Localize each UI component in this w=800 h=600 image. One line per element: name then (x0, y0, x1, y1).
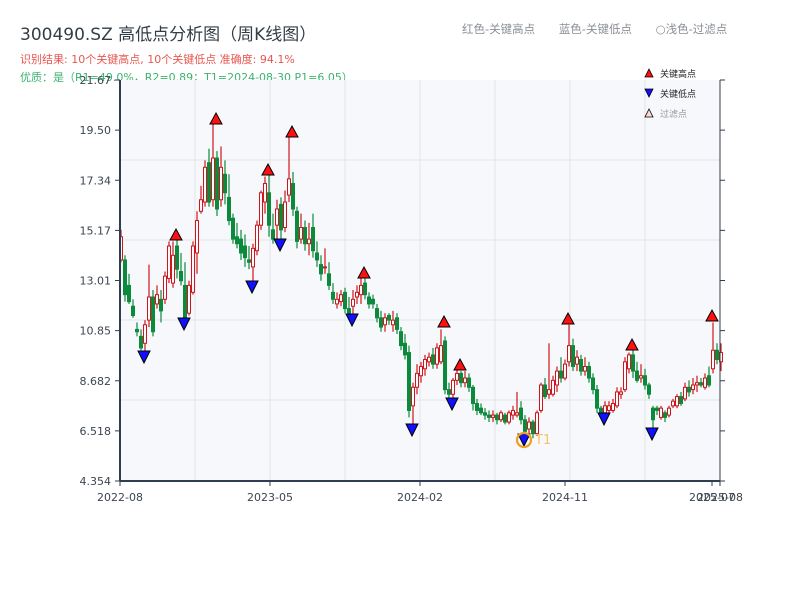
svg-text:2023-05: 2023-05 (247, 491, 293, 504)
svg-text:2025-08: 2025-08 (697, 491, 743, 504)
marker-legend-filtered: 过滤点 (644, 103, 696, 123)
svg-text:6.518: 6.518 (80, 425, 112, 438)
marker-legend-high: 关键高点 (644, 63, 696, 83)
red-up-triangle-icon (644, 68, 654, 78)
t1-annotation: T1 (515, 431, 551, 449)
svg-text:2024-11: 2024-11 (542, 491, 588, 504)
svg-text:13.01: 13.01 (80, 275, 112, 288)
svg-text:15.17: 15.17 (80, 224, 112, 237)
x-axis-ticks: 2022-08 2023-05 2024-02 2024-11 2025-072025-… (97, 481, 743, 504)
pivot-markers (137, 111, 719, 448)
svg-text:17.34: 17.34 (80, 174, 112, 187)
svg-text:8.682: 8.682 (80, 375, 112, 388)
legend-blue-low: 蓝色-关键低点 (558, 22, 632, 36)
color-legend: 红色-关键高点 蓝色-关键低点 ○浅色-过滤点 (462, 21, 727, 37)
result-summary: 识别结果: 10个关键高点, 10个关键低点 准确度: 94.1% (20, 53, 295, 66)
svg-text:21.67: 21.67 (80, 74, 112, 87)
svg-text:19.50: 19.50 (80, 124, 112, 137)
t1-label: T1 (534, 433, 551, 448)
svg-text:2024-02: 2024-02 (397, 491, 443, 504)
marker-legend: 关键高点 关键低点 过滤点 (644, 63, 696, 123)
y-axis-ticks: 21.67 19.50 17.34 15.17 13.01 10.85 8.682 6.518… (80, 74, 725, 488)
chart-title: 300490.SZ 高低点分析图（周K线图） (20, 25, 317, 45)
svg-text:2022-08: 2022-08 (97, 491, 143, 504)
candles (119, 123, 723, 439)
legend-light-filtered: ○浅色-过滤点 (655, 22, 728, 36)
blue-down-triangle-icon (644, 88, 654, 98)
svg-text:2025-07: 2025-07 (689, 491, 735, 504)
t1-ring (515, 431, 533, 449)
legend-red-high: 红色-关键高点 (462, 22, 536, 36)
marker-legend-low: 关键低点 (644, 83, 696, 103)
svg-text:10.85: 10.85 (80, 325, 112, 338)
svg-text:4.354: 4.354 (80, 475, 112, 488)
light-triangle-icon (644, 108, 654, 118)
